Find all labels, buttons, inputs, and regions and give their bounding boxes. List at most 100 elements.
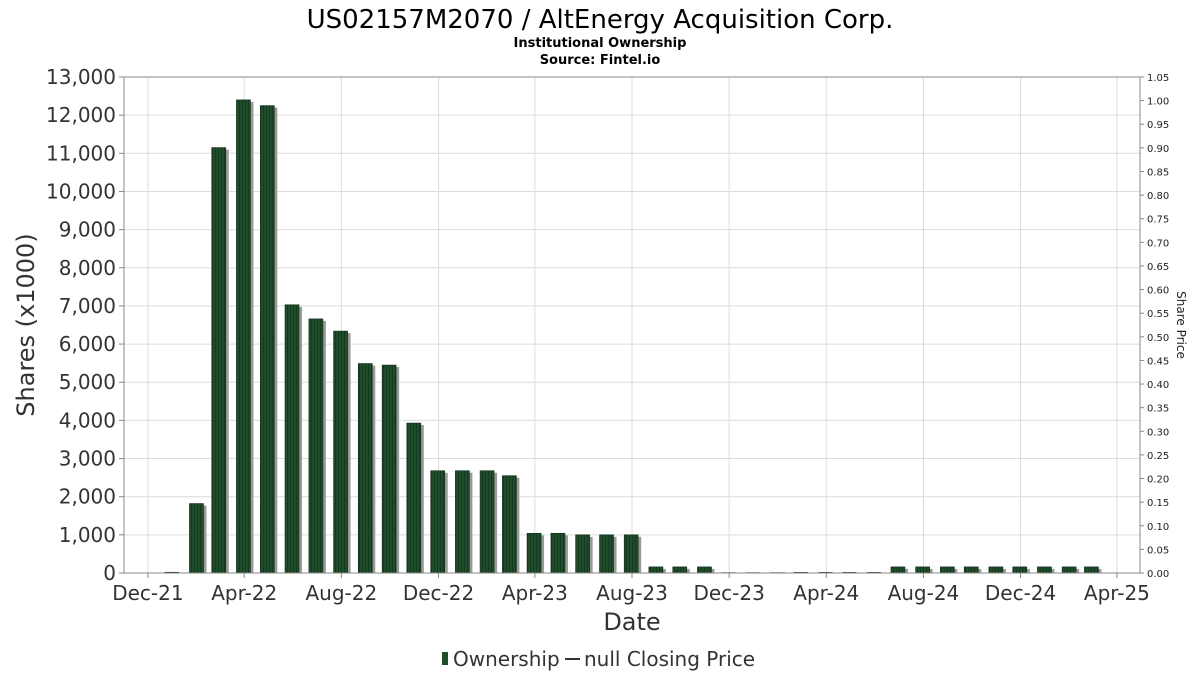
- bar: [1061, 566, 1080, 574]
- bar-fill: [479, 470, 495, 574]
- y-tick-label: 12,000: [46, 103, 116, 127]
- bar-fill: [648, 566, 664, 574]
- y-right-tick-label: 0.55: [1147, 309, 1169, 320]
- y-tick-label: 3,000: [59, 447, 116, 471]
- bar: [406, 422, 424, 574]
- y-axis-left-ticks: 0 1,000 2,000 3,000 4,000 5,000 6,000 7,000 8,00…: [46, 65, 124, 585]
- y-right-tick-label: 0.05: [1147, 545, 1169, 556]
- legend-label-ownership: Ownership: [453, 647, 560, 671]
- y-right-tick-label: 0.35: [1147, 404, 1169, 415]
- bar: [890, 566, 908, 574]
- x-tick-label: Apr-23: [502, 581, 568, 605]
- bar: [623, 534, 642, 574]
- bar-fill: [406, 422, 422, 574]
- y-tick-label: 9,000: [59, 218, 116, 242]
- bar-fill: [1037, 566, 1052, 574]
- y-right-tick-label: 0.75: [1147, 215, 1169, 226]
- bar: [915, 566, 933, 574]
- bar: [1037, 566, 1055, 574]
- bar-fill: [672, 566, 688, 574]
- bar: [333, 330, 351, 574]
- y-right-tick-label: 1.00: [1147, 97, 1169, 108]
- bar: [550, 533, 568, 574]
- y-right-tick-label: 0.95: [1147, 120, 1169, 131]
- bar: [1012, 566, 1030, 574]
- y-right-tick-label: 0.90: [1147, 144, 1169, 155]
- x-tick-label: Dec-22: [403, 581, 474, 605]
- bar: [357, 363, 376, 574]
- x-tick-label: Aug-23: [596, 581, 668, 605]
- bar-fill: [381, 364, 397, 574]
- y-axis-right-title: Share Price: [1174, 291, 1188, 359]
- bar: [988, 566, 1006, 574]
- chart-source: Source: Fintel.io: [540, 53, 661, 68]
- y-right-tick-label: 0.80: [1147, 191, 1169, 202]
- bar-fill: [599, 534, 614, 574]
- bar: [308, 318, 326, 574]
- bar-fill: [357, 363, 373, 574]
- bar-fill: [1012, 566, 1028, 574]
- bar: [211, 147, 229, 574]
- bar-fill: [1084, 566, 1099, 574]
- bar-fill: [963, 566, 979, 574]
- bar: [526, 533, 545, 574]
- x-tick-label: Aug-24: [888, 581, 960, 605]
- bar: [697, 566, 715, 574]
- y-right-tick-label: 0.25: [1147, 451, 1169, 462]
- y-right-tick-label: 0.65: [1147, 262, 1169, 273]
- bar: [381, 364, 400, 574]
- y-tick-label: 7,000: [59, 294, 116, 318]
- bar: [430, 470, 448, 574]
- x-tick-label: Dec-24: [985, 581, 1056, 605]
- bar: [648, 566, 666, 574]
- bar: [189, 503, 207, 574]
- bar: [455, 470, 473, 574]
- y-right-tick-label: 0.60: [1147, 286, 1169, 297]
- y-right-tick-label: 0.15: [1147, 498, 1169, 509]
- bar: [236, 99, 254, 574]
- x-axis-title: Date: [603, 608, 660, 636]
- bar: [672, 566, 690, 574]
- y-right-tick-label: 0.50: [1147, 333, 1169, 344]
- x-tick-label: Apr-25: [1084, 581, 1150, 605]
- y-tick-label: 8,000: [59, 256, 116, 280]
- bar-fill: [915, 566, 930, 574]
- bar: [284, 304, 303, 574]
- legend: Ownership null Closing Price: [442, 647, 755, 671]
- chart-title: US02157M2070 / AltEnergy Acquisition Cor…: [307, 5, 894, 35]
- y-tick-label: 13,000: [46, 65, 116, 89]
- chart-subtitle: Institutional Ownership: [514, 36, 687, 51]
- bar-fill: [430, 470, 446, 574]
- bar-fill: [308, 318, 324, 574]
- y-right-tick-label: 0.40: [1147, 380, 1169, 391]
- y-tick-label: 0: [103, 561, 116, 585]
- bar-fill: [333, 330, 348, 574]
- y-tick-label: 1,000: [59, 523, 116, 547]
- x-tick-label: Apr-24: [793, 581, 859, 605]
- y-right-tick-label: 0.10: [1147, 522, 1169, 533]
- bar-fill: [940, 566, 955, 574]
- bar: [479, 470, 498, 574]
- bar-fill: [623, 534, 639, 574]
- y-right-tick-label: 0.70: [1147, 238, 1169, 249]
- y-right-tick-label: 1.05: [1147, 73, 1169, 84]
- x-axis-ticks: Dec-21 Apr-22 Aug-22 Dec-22 Apr-23 Aug-23 Dec-…: [112, 573, 1150, 605]
- y-right-tick-label: 0.30: [1147, 427, 1169, 438]
- bar-fill: [890, 566, 906, 574]
- bar-fill: [988, 566, 1004, 574]
- y-right-tick-label: 0.85: [1147, 167, 1169, 178]
- y-right-tick-label: 0.45: [1147, 356, 1169, 367]
- bar-fill: [211, 147, 227, 574]
- y-tick-label: 6,000: [59, 332, 116, 356]
- bar-fill: [189, 503, 204, 574]
- bar-series-ownership: [164, 99, 1102, 574]
- bar: [260, 105, 278, 574]
- y-right-tick-label: 0.00: [1147, 569, 1169, 580]
- bar-fill: [502, 475, 517, 574]
- y-tick-label: 4,000: [59, 408, 116, 432]
- bar: [502, 475, 520, 574]
- bar-fill: [526, 533, 542, 574]
- y-axis-right-ticks: 0.00 0.05 0.10 0.15 0.20 0.25 0.30 0.35 0.40 0.45…: [1140, 73, 1169, 580]
- bar-fill: [575, 534, 590, 574]
